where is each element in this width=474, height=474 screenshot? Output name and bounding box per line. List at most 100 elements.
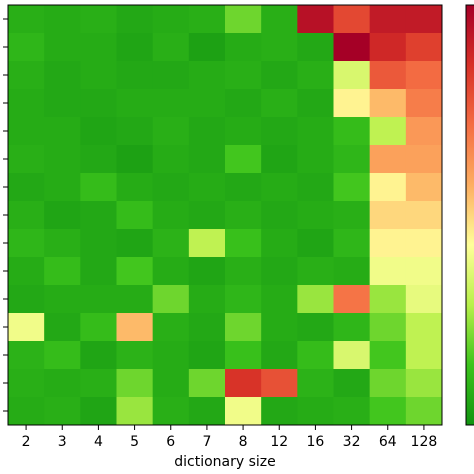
heatmap-cell — [188, 5, 226, 34]
heatmap-cell — [333, 145, 371, 174]
heatmap-cell — [188, 229, 226, 258]
x-tick-label: 128 — [411, 434, 438, 450]
heatmap-cell — [297, 369, 334, 398]
heatmap-cell — [405, 341, 443, 370]
heatmap-cell — [297, 117, 334, 146]
heatmap-cell — [8, 33, 45, 62]
heatmap-cell — [405, 33, 443, 62]
heatmap-cell — [188, 397, 226, 426]
heatmap-cell — [80, 285, 117, 314]
heatmap-cell — [261, 33, 298, 62]
heatmap-cell — [152, 61, 190, 90]
heatmap-cell — [188, 89, 226, 118]
heatmap-cell — [261, 313, 298, 342]
heatmap-cell — [333, 257, 371, 286]
heatmap-cell — [116, 201, 154, 230]
heatmap-cell — [8, 5, 45, 34]
heatmap-cell — [188, 369, 226, 398]
x-tick-label: 7 — [202, 434, 211, 450]
heatmap-cell — [261, 145, 298, 174]
heatmap-cell — [405, 173, 443, 202]
heatmap-cell — [333, 397, 371, 426]
heatmap-cell — [297, 33, 334, 62]
heatmap — [8, 5, 443, 426]
heatmap-cell — [44, 89, 81, 118]
heatmap-cell — [333, 173, 371, 202]
heatmap-cell — [188, 117, 226, 146]
heatmap-cell — [80, 145, 117, 174]
heatmap-cell — [369, 285, 407, 314]
heatmap-cell — [116, 397, 154, 426]
x-tick-label: 2 — [22, 434, 31, 450]
heatmap-cell — [152, 173, 190, 202]
heatmap-cell — [369, 257, 407, 286]
heatmap-cell — [297, 173, 334, 202]
heatmap-cell — [225, 173, 262, 202]
heatmap-cell — [333, 201, 371, 230]
heatmap-cell — [188, 33, 226, 62]
heatmap-cell — [369, 313, 407, 342]
heatmap-cell — [369, 397, 407, 426]
heatmap-cell — [405, 5, 443, 34]
heatmap-cell — [225, 313, 262, 342]
heatmap-cell — [261, 201, 298, 230]
heatmap-cell — [369, 369, 407, 398]
heatmap-cell — [261, 285, 298, 314]
heatmap-cell — [152, 369, 190, 398]
x-tick-label: 4 — [94, 434, 103, 450]
heatmap-cell — [297, 201, 334, 230]
heatmap-cell — [152, 117, 190, 146]
heatmap-cell — [8, 117, 45, 146]
heatmap-cell — [116, 89, 154, 118]
heatmap-cell — [116, 61, 154, 90]
heatmap-cell — [80, 201, 117, 230]
heatmap-cell — [188, 173, 226, 202]
heatmap-cell — [44, 285, 81, 314]
heatmap-cell — [8, 341, 45, 370]
heatmap-cell — [116, 285, 154, 314]
heatmap-cell — [116, 5, 154, 34]
heatmap-cell — [8, 369, 45, 398]
heatmap-cell — [297, 145, 334, 174]
heatmap-cell — [261, 341, 298, 370]
heatmap-cell — [188, 61, 226, 90]
heatmap-cell — [333, 341, 371, 370]
heatmap-cell — [44, 313, 81, 342]
heatmap-cell — [152, 285, 190, 314]
heatmap-cell — [261, 173, 298, 202]
heatmap-cell — [116, 257, 154, 286]
heatmap-cell — [44, 257, 81, 286]
heatmap-cell — [80, 173, 117, 202]
heatmap-cell — [405, 61, 443, 90]
heatmap-cell — [405, 145, 443, 174]
heatmap-cell — [80, 61, 117, 90]
heatmap-cell — [188, 201, 226, 230]
heatmap-cell — [80, 89, 117, 118]
heatmap-cell — [188, 145, 226, 174]
heatmap-cell — [261, 229, 298, 258]
heatmap-cell — [8, 313, 45, 342]
heatmap-cell — [8, 173, 45, 202]
heatmap-cell — [225, 89, 262, 118]
heatmap-cell — [405, 397, 443, 426]
colorbar — [465, 4, 474, 426]
heatmap-cell — [333, 117, 371, 146]
heatmap-cell — [152, 257, 190, 286]
heatmap-cell — [116, 33, 154, 62]
heatmap-cell — [369, 145, 407, 174]
heatmap-cell — [297, 257, 334, 286]
x-axis-label: dictionary size — [174, 454, 276, 470]
heatmap-cell — [116, 173, 154, 202]
heatmap-cell — [369, 341, 407, 370]
heatmap-cell — [44, 369, 81, 398]
x-tick-label: 5 — [130, 434, 139, 450]
heatmap-cell — [44, 117, 81, 146]
x-tick-label: 8 — [239, 434, 248, 450]
heatmap-cell — [261, 369, 298, 398]
heatmap-cell — [297, 397, 334, 426]
heatmap-cell — [44, 145, 81, 174]
heatmap-cell — [333, 89, 371, 118]
heatmap-cell — [152, 341, 190, 370]
heatmap-cell — [369, 89, 407, 118]
heatmap-cell — [225, 5, 262, 34]
